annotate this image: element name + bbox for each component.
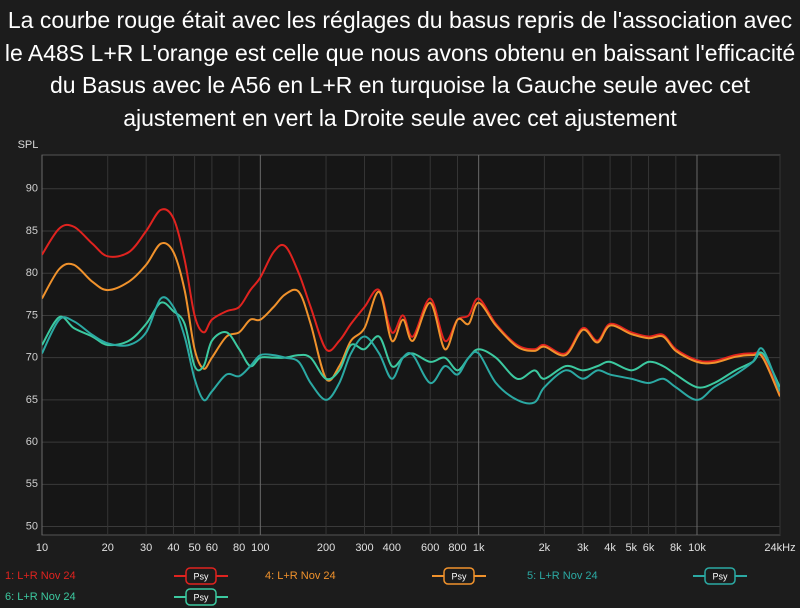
x-tick-label: 50 [188,542,200,554]
legend-label: 5: L+R Nov 24 [527,570,598,582]
series-line [42,296,780,405]
x-tick-label: 20 [102,542,114,554]
x-tick-label: 300 [355,542,373,554]
series-line [42,301,780,389]
y-axis-label: SPL [18,139,39,151]
legend-label: 1: L+R Nov 24 [5,570,76,582]
legend-button [185,567,217,585]
x-tick-label: 6k [643,542,655,554]
y-tick-label: 50 [26,520,38,532]
x-tick-label: 24kHz [764,542,795,554]
legend-button-label: Psy [712,571,728,581]
x-tick-label: 800 [448,542,466,554]
x-tick-label: 10 [36,542,48,554]
x-tick-label: 10k [688,542,706,554]
legend-button [443,567,475,585]
y-tick-label: 70 [26,352,38,364]
legend-button [185,588,217,606]
x-tick-label: 2k [539,542,551,554]
x-tick-label: 8k [670,542,682,554]
x-tick-label: 80 [233,542,245,554]
x-tick-label: 5k [625,542,637,554]
x-tick-label: 400 [383,542,401,554]
legend-label: 6: L+R Nov 24 [5,591,76,603]
legend-label: 4: L+R Nov 24 [265,570,336,582]
x-tick-label: 3k [577,542,589,554]
x-tick-label: 30 [140,542,152,554]
y-tick-label: 80 [26,267,38,279]
y-tick-label: 60 [26,436,38,448]
x-tick-label: 600 [421,542,439,554]
x-tick-label: 200 [317,542,335,554]
x-tick-label: 1k [473,542,485,554]
series-group [42,208,780,405]
x-tick-label: 4k [604,542,616,554]
x-tick-label: 40 [167,542,179,554]
y-tick-label: 85 [26,225,38,237]
legend-button [704,567,736,585]
y-tick-label: 65 [26,394,38,406]
plot-area [41,154,781,536]
y-tick-label: 55 [26,478,38,490]
x-tick-label: 60 [206,542,218,554]
series-line [42,242,780,397]
legend-button-label: Psy [451,571,467,581]
legend-button-label: Psy [193,571,209,581]
x-tick-label: 100 [251,542,269,554]
chart-title: La courbe rouge était avec les réglages … [4,7,796,131]
y-tick-label: 90 [26,183,38,195]
y-tick-label: 75 [26,309,38,321]
legend-button-label: Psy [193,592,209,602]
